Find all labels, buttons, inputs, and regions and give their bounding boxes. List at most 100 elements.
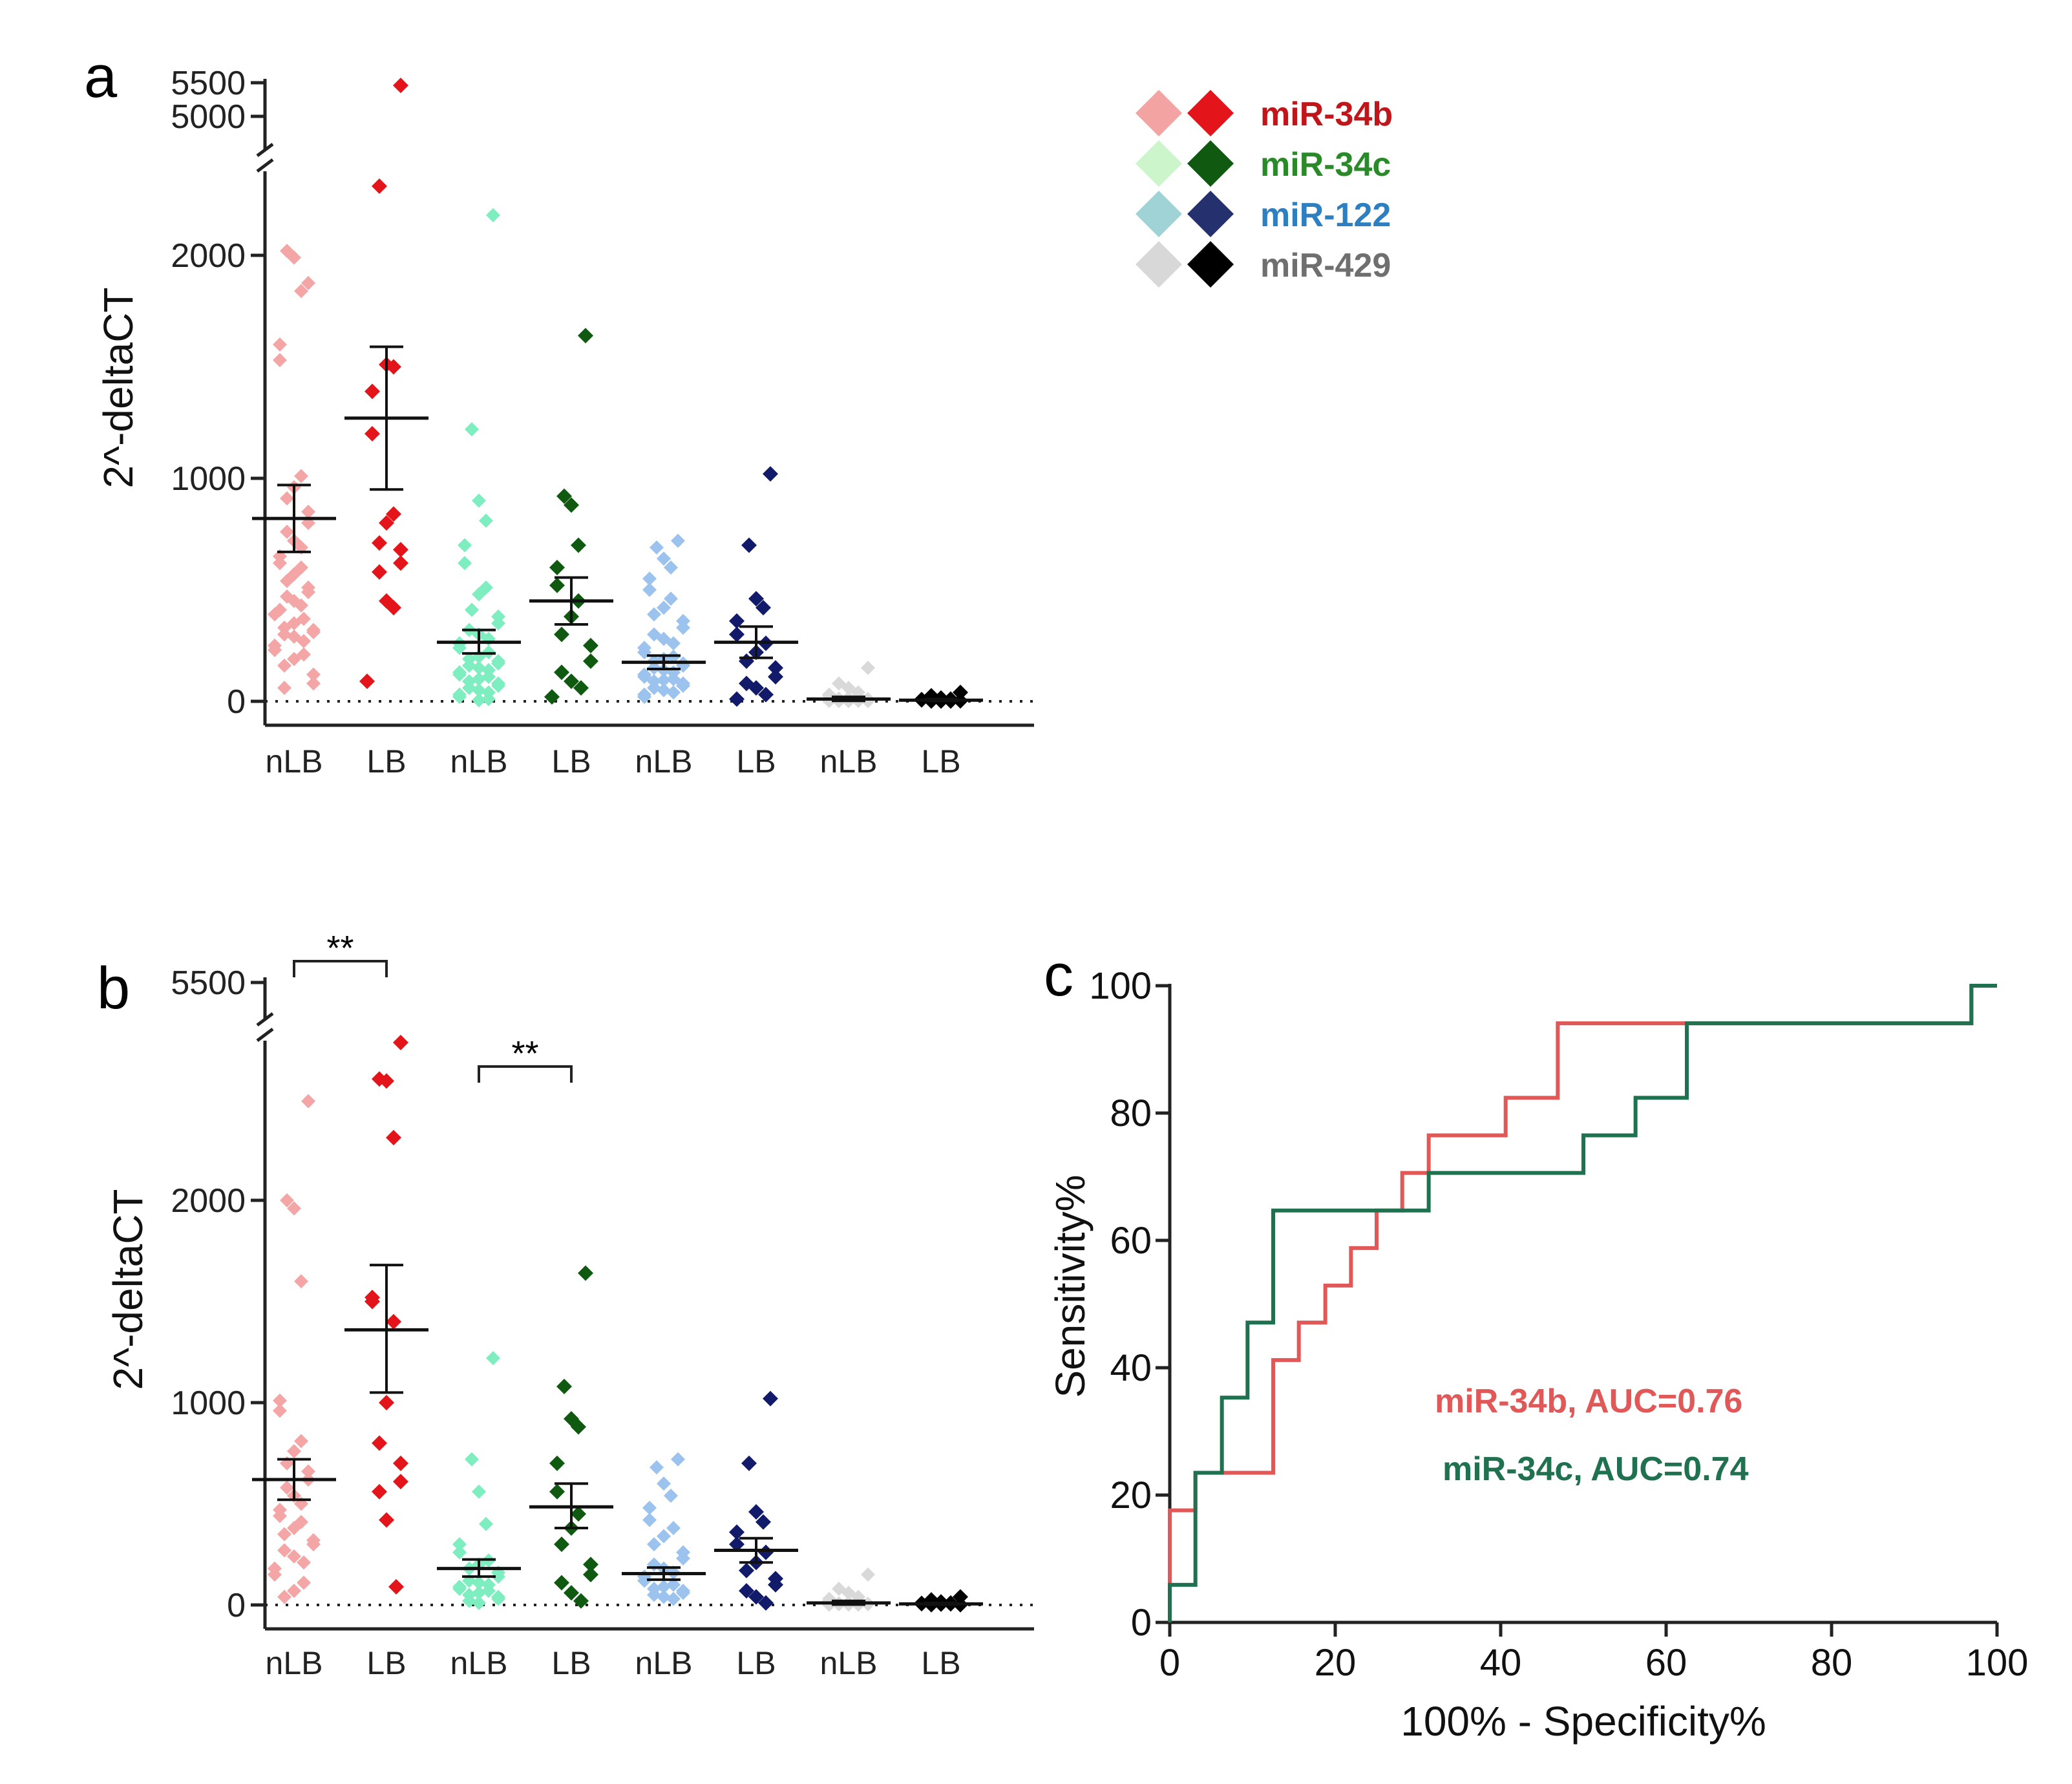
panel-a-data-point	[268, 642, 282, 657]
panel-a-y-tick-label: 5500	[171, 65, 246, 102]
panel-b-data-point	[287, 1521, 301, 1536]
panel-a-data-point	[647, 681, 661, 696]
panel-b-data-point	[379, 1073, 394, 1089]
panel-a-data-point	[462, 681, 476, 696]
panel-b-data-point	[664, 1488, 678, 1503]
roc-y-tick-label: 60	[1110, 1220, 1152, 1262]
panel-a-category-label: nLB	[635, 743, 693, 780]
legend: miR-34b miR-34c miR-122 miR-429	[1136, 90, 1393, 288]
panel-a-data-point	[491, 656, 505, 671]
panel-b-data-point	[676, 1551, 690, 1566]
panel-a-data-point	[729, 613, 745, 629]
panel-b-data-point	[666, 1591, 681, 1606]
panel-b-data-point	[393, 1455, 408, 1471]
panel-b-data-point	[676, 1586, 690, 1600]
panel-b-data-point	[642, 1513, 657, 1527]
panel-b-data-point	[748, 1504, 764, 1520]
panel-b-axis-break-mark	[256, 1028, 274, 1042]
panel-b-data-point	[472, 1595, 486, 1610]
panel-a-data-point	[273, 353, 287, 368]
panel-a-data-point	[583, 653, 598, 669]
legend-marker-miR-429-light	[1136, 241, 1182, 288]
panel-b-data-point	[578, 1265, 593, 1281]
panel-b-data-point	[287, 1584, 301, 1598]
panel-a-y-tick-label: 5000	[171, 98, 246, 136]
panel-b-y-tick-label: 2000	[171, 1182, 246, 1220]
panel-a-data-point	[465, 422, 479, 437]
panel-a-data-point	[280, 491, 294, 506]
panel-b-data-point	[571, 1506, 586, 1522]
panel-b-y-tick-label: 0	[227, 1587, 246, 1624]
panel-b-data-point	[379, 1395, 394, 1410]
panel-b-data-point	[491, 1569, 505, 1584]
panel-b-data-point	[647, 1588, 661, 1602]
panel-b-data-point	[554, 1575, 569, 1591]
panel-a-data-point	[393, 78, 408, 94]
panel-a-data-point	[306, 667, 321, 682]
roc-x-tick-label: 0	[1159, 1642, 1180, 1684]
panel-a-data-point	[676, 621, 690, 635]
panel-b-category-label: LB	[366, 1645, 406, 1681]
panel-a-data-point	[763, 466, 778, 482]
panel-a-data-point	[462, 658, 476, 673]
panel-b-data-point	[277, 1589, 291, 1604]
panel-a-data-point	[472, 661, 486, 675]
panel-a-data-point	[472, 493, 486, 508]
panel-b-data-point	[642, 1500, 657, 1515]
panel-label-c: c	[1044, 942, 1073, 1008]
panel-a-data-point	[268, 607, 282, 622]
panel-a-data-point	[554, 664, 569, 681]
panel-a-data-point	[573, 680, 589, 696]
roc-x-tick-label: 60	[1645, 1642, 1687, 1684]
panel-b-data-point	[583, 1567, 598, 1583]
panel-a-data-point	[365, 383, 380, 399]
panel-a-data-point	[748, 680, 764, 696]
roc-curve-mir34b	[1168, 984, 1997, 1622]
panel-a-data-point	[664, 591, 678, 606]
panel-a-data-point	[393, 542, 408, 558]
panel-b-data-point	[365, 1293, 380, 1310]
significance-stars: **	[326, 929, 354, 968]
panel-b-data-point	[491, 1591, 505, 1606]
panel-b-data-point	[393, 1034, 408, 1050]
panel-a-category-label: nLB	[266, 743, 323, 780]
panel-a-data-point	[657, 683, 671, 697]
panel-b-data-point	[301, 1094, 315, 1109]
panel-a-data-point	[756, 600, 771, 616]
panel-b-data-point	[273, 1403, 287, 1418]
panel-a-y-axis-label: 2^-deltaCT	[95, 287, 142, 488]
panel-a-data-point	[486, 207, 500, 222]
panel-b-data-point	[287, 1444, 301, 1459]
legend-marker-miR-34c-light	[1136, 140, 1182, 187]
panel-a-data-point	[287, 250, 301, 265]
panel-b-data-point	[729, 1536, 745, 1553]
panel-a-data-point	[768, 669, 783, 685]
panel-a-y-tick-label: 1000	[171, 460, 246, 498]
panel-b-data-point	[452, 1545, 467, 1560]
panel-b-data-point	[280, 1193, 294, 1207]
panel-b-data-point	[861, 1567, 875, 1582]
panel-a-category-label: LB	[551, 743, 591, 780]
panel-b-data-point	[549, 1483, 565, 1500]
panel-b-data-point	[465, 1452, 479, 1467]
panel-b-data-point	[486, 1351, 500, 1366]
panel-a-data-point	[280, 524, 294, 539]
panel-a-data-point	[479, 513, 493, 528]
panel-b-data-point	[297, 1575, 311, 1590]
legend-marker-miR-122-dark	[1187, 191, 1234, 237]
panel-a-data-point	[452, 690, 467, 705]
panel-a-data-point	[472, 683, 486, 697]
panel-a-data-point	[372, 535, 387, 551]
panel-a-data-point	[359, 673, 375, 689]
panel-b-data-point	[657, 1579, 671, 1594]
panel-a-data-point	[465, 602, 479, 617]
roc-y-tick-label: 40	[1110, 1347, 1152, 1389]
panel-c-roc: Sensitivity% 100% - Specificity% 0 20 40 60…	[1047, 965, 2028, 1745]
panel-b-data-point	[647, 1537, 661, 1552]
panel-b-data-point	[571, 1419, 586, 1435]
panel-b-data-point	[650, 1460, 664, 1475]
panel-b-data-point	[758, 1544, 774, 1560]
panel-b-data-point	[729, 1524, 745, 1540]
